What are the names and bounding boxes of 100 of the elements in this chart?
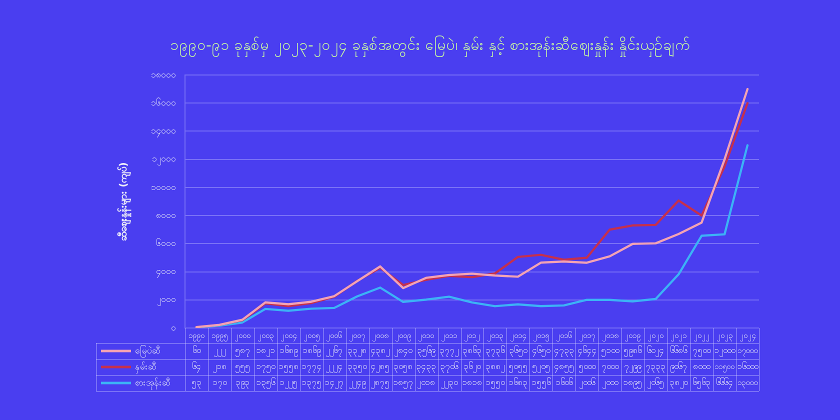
data-label: ၇၀၀၀ (601, 362, 618, 374)
data-label: ၁၆၀၆ (555, 377, 572, 388)
data-label: ၁၃၅၆ (256, 377, 275, 390)
data-label: ၆၀ (192, 345, 200, 356)
data-label: ၁၆၈၉ (279, 345, 298, 358)
x-tick-label: ၂၀၀၆ (326, 330, 342, 342)
data-label: ၆၀၂၄ (647, 345, 664, 358)
x-tick-label: ၂၀၁၀ (418, 330, 434, 342)
legend-label: နှမ်းဆီ (135, 361, 157, 374)
x-tick-label: ၂၀၀၉ (395, 330, 412, 342)
data-label: ၂၂၂၄ (326, 362, 343, 374)
data-label: ၄၂၈၅ (370, 362, 390, 374)
x-tick-label: ၁၉၉၅ (211, 330, 228, 342)
data-label: ၃၀၅၈ (394, 362, 413, 374)
data-label: ၁၈၂၁ (256, 346, 275, 358)
y-tick-label: ၁၄၀၀၀ (151, 126, 176, 138)
data-label: ၅၂၀၅ (532, 362, 550, 374)
x-tick-label: ၂၀၁၉ (624, 330, 641, 342)
y-tick-label: ၁၆၀၀၀ (151, 97, 176, 108)
data-label: ၁၇၀ (212, 378, 226, 390)
data-label: ၁၃၇၅ (301, 378, 322, 390)
x-tick-label: ၂၀၂၀ (648, 330, 664, 342)
data-label: ၅၅၅ (234, 362, 250, 374)
data-label: ၇၅၀၀ (692, 346, 711, 358)
data-label: ၅၀၀၀ (578, 362, 596, 374)
x-tick-label: ၂၀၁၆ (556, 330, 572, 342)
data-label: ၃၉၃ (235, 378, 250, 390)
x-tick-label: ၂၀၂၂ (694, 330, 710, 342)
data-label: ၁၅၅၈ (278, 362, 298, 374)
x-tick-label: ၂၀၁၂ (464, 330, 480, 342)
data-label: ၆၅၆၃ (692, 377, 711, 390)
x-tick-label: ၂၀၂၁ (670, 330, 687, 342)
x-tick-label: ၁၉၉၀ (188, 330, 204, 342)
x-tick-label: ၂၀၀၀ (234, 330, 250, 342)
data-label: ၁၈၅၇ (393, 378, 414, 390)
x-tick-label: ၂၀၁၅ (532, 330, 549, 342)
x-tick-label: ၂၀၁၇ (578, 330, 595, 342)
data-label: ၅၉၈၆ (624, 345, 642, 358)
legend-label: မြေပဲဆီ (135, 344, 161, 358)
x-tick-label: ၂၀၁၁ (441, 330, 458, 342)
x-tick-label: ၂၀၁၈ (602, 330, 618, 342)
data-label: ၁၈၉၅ (623, 378, 642, 390)
y-tick-label: ၁၈၀၀၀ (151, 70, 176, 80)
data-label: ၂၈၇၅ (370, 378, 390, 390)
x-tick-label: ၂၀၀၅ (303, 330, 320, 342)
data-label: ၂၂၃၀ (440, 378, 458, 390)
data-label: ၃၈၆၃ (462, 345, 482, 358)
data-label: ၁၈၆၉ (302, 345, 320, 358)
data-label: ၂၀၆၅ (647, 377, 664, 390)
data-label: ၄၆၅၀ (532, 345, 550, 358)
data-label: ၃၄၃၃ (416, 362, 436, 374)
x-tick-label: ၂၀၁၃ (486, 330, 503, 342)
data-label: ၃၃၅၀ (348, 362, 367, 374)
data-label: ၄၆၄၄ (577, 345, 596, 358)
data-label: ၂၈၄၀ (394, 346, 412, 358)
data-label: ၇၂၉၉ (624, 362, 642, 374)
y-tick-label: ၆၀၀၀ (156, 238, 176, 250)
data-label: ၂၀၀၀ (602, 378, 618, 390)
data-label: ၅၀၅၅ (508, 362, 528, 374)
data-label: ၃၇၀၆ (440, 361, 458, 374)
data-label: ၆၆၈၆ (670, 345, 688, 356)
chart-title: ၁၉၉၀-၉၁ ခုနှစ်မှ ၂၀၂၃-၂၀၂၄ ခုနှစ်အတွင်း မြေပဲ၊ နှမ်း နှင့် စားအုန်းဆီဈေးနှုန်း နှိုင်းယှဉ်ချက် (169, 34, 691, 56)
data-label: ၃၃၂၈ (348, 346, 367, 358)
data-label: ၂၂၄၉ (348, 378, 366, 390)
data-label: ၁၇၀၀၀ (738, 345, 758, 358)
data-label: ၂၂၆၇ (326, 345, 343, 358)
data-label: ၃၇၇၂ (440, 346, 459, 358)
data-label: ၁၄၂၇ (324, 378, 344, 390)
x-tick-label: ၂၀၀၇ (349, 330, 366, 342)
y-tick-label: ၀ (171, 323, 176, 334)
data-label: ၁၆၈၃ (508, 377, 528, 390)
data-label: ၆၄ (192, 361, 201, 374)
data-label: ၂၀၀၆ (578, 377, 595, 390)
x-tick-label: ၂၀၂၃ (716, 330, 733, 342)
data-label: ၅၈၇ (234, 346, 250, 358)
data-label: ၄၇၃၃ (554, 346, 574, 358)
data-label: ၁၇၅၀ (256, 362, 275, 374)
data-label: ၅၃ (191, 378, 202, 390)
data-label: ၂၁၈ (212, 362, 226, 374)
data-label: ၂၀၁၈ (417, 378, 436, 390)
data-label: ၄၈၅၅ (554, 362, 574, 374)
data-label: ၁၂၀၀၀ (714, 345, 736, 358)
data-label: ၉၀၆၇ (670, 361, 688, 374)
y-tick-label: ၈၀၀၀ (156, 210, 176, 221)
y-tick-label: ၁၂၀၀၀ (152, 154, 176, 166)
data-label: ၄၃၈၂ (370, 346, 390, 358)
x-tick-label: ၂၀၀၈ (372, 330, 388, 342)
data-label: ၁၅၅၀ (485, 378, 504, 390)
data-label: ၁၅၅၆ (531, 377, 550, 390)
data-label: ၁၆၀၀၀ (737, 361, 758, 372)
data-label: ၃၆၅၀ (508, 345, 527, 358)
data-label: ၆၆၆၄ (716, 377, 734, 390)
legend-label: စားအုန်းဆီ (135, 377, 171, 390)
data-label: ၃၈၈၂ (485, 362, 504, 374)
data-label: ၃၈၂၀ (670, 378, 688, 390)
data-label: ၁၇၇၄ (301, 362, 322, 374)
data-label: ၈၀၀၀ (693, 362, 710, 372)
data-label: ၂၂၂ (213, 346, 226, 358)
data-label: ၅၁၀၀ (600, 346, 619, 358)
y-tick-label: ၄၀၀၀ (156, 267, 176, 278)
